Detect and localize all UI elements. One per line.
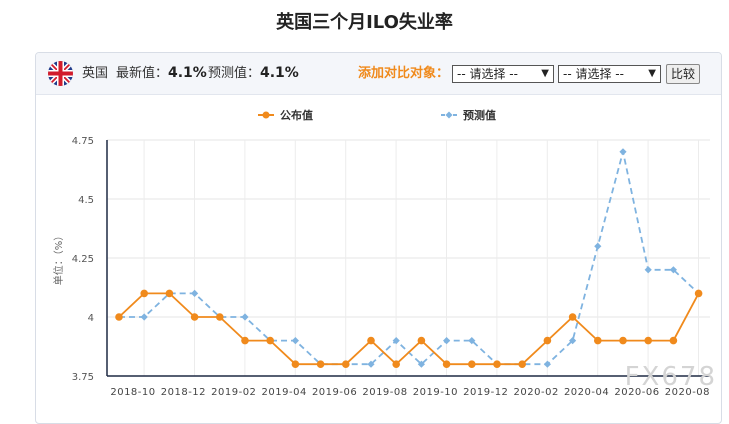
- forecast-point: [543, 360, 551, 368]
- latest-value: 4.1%: [168, 65, 207, 81]
- forecast-point: [392, 337, 400, 345]
- legend-label: 公布值: [280, 108, 313, 122]
- actual-point: [417, 336, 426, 345]
- forecast-point: [367, 360, 375, 368]
- forecast-value: 4.1%: [260, 65, 299, 81]
- compare-select-1[interactable]: -- 请选择 -- ▼: [452, 65, 554, 83]
- forecast-point: [291, 337, 299, 345]
- actual-point: [669, 336, 678, 345]
- x-tick-label: 2019-04: [262, 387, 307, 398]
- y-tick-label: 3.75: [72, 372, 94, 383]
- chart-panel: 英国 最新值： 4.1% 预测值： 4.1% 添加对比对象： -- 请选择 --…: [35, 52, 722, 424]
- actual-point: [316, 360, 325, 369]
- add-compare-label: 添加对比对象：: [358, 66, 450, 81]
- y-axis-label: 单位：（%）: [52, 231, 65, 286]
- x-tick-label: 2019-12: [463, 387, 508, 398]
- actual-point: [543, 336, 552, 345]
- actual-point: [468, 360, 476, 369]
- watermark: FX678: [625, 362, 717, 392]
- y-tick-label: 4.25: [72, 254, 94, 265]
- actual-point: [367, 336, 375, 345]
- legend: 公布值 预测值: [258, 108, 496, 122]
- y-tick-label: 4.75: [72, 136, 94, 147]
- actual-point: [342, 360, 350, 369]
- legend-marker: [262, 111, 270, 119]
- compare-select-1-value: -- 请选择 --: [457, 67, 518, 81]
- actual-point: [291, 360, 300, 369]
- actual-point: [241, 336, 249, 345]
- x-tick-label: 2019-08: [362, 387, 407, 398]
- compare-select-2-value: -- 请选择 --: [563, 67, 624, 81]
- uk-flag-icon: [48, 61, 73, 86]
- latest-label: 最新值：: [116, 66, 169, 81]
- actual-point: [619, 336, 627, 345]
- forecast-point: [619, 148, 627, 156]
- actual-point: [266, 336, 275, 345]
- actual-point: [190, 313, 199, 321]
- x-tick-label: 2019-02: [211, 387, 256, 398]
- forecast-point: [417, 360, 425, 368]
- actual-point: [594, 336, 602, 345]
- x-tick-label: 2020-04: [564, 387, 609, 398]
- x-tick-label: 2019-06: [312, 387, 357, 398]
- forecast-point: [140, 313, 148, 321]
- x-tick-label: 2018-10: [110, 387, 155, 398]
- x-tick-label: 2020-06: [614, 387, 659, 398]
- forecast-point: [443, 337, 451, 345]
- chevron-down-icon: ▼: [648, 68, 656, 79]
- legend-label: 预测值: [463, 108, 496, 122]
- compare-select-2[interactable]: -- 请选择 -- ▼: [558, 65, 661, 83]
- forecast-point: [594, 242, 602, 250]
- series-line-公布值: [118, 292, 700, 366]
- actual-point: [568, 313, 577, 321]
- actual-point: [165, 289, 174, 298]
- series-layer: [115, 148, 703, 369]
- legend-marker: [445, 111, 453, 119]
- chevron-down-icon: ▼: [541, 68, 549, 79]
- x-tick-label: 2020-02: [514, 387, 559, 398]
- country-label: 英国: [82, 66, 109, 81]
- forecast-point: [191, 289, 199, 297]
- actual-point: [694, 289, 703, 298]
- toolbar: 英国 最新值： 4.1% 预测值： 4.1% 添加对比对象： -- 请选择 --…: [36, 53, 721, 95]
- actual-point: [442, 360, 451, 369]
- y-tick-label: 4: [88, 313, 94, 324]
- forecast-point: [669, 266, 677, 274]
- axes: 3.75 4 4.25 4.5 4.75 2018-10 2018-12 2019-02 201…: [72, 136, 710, 398]
- actual-point: [216, 313, 224, 321]
- actual-point: [644, 336, 652, 345]
- forecast-point: [569, 337, 577, 345]
- y-tick-label: 4.5: [78, 195, 94, 206]
- actual-point: [140, 289, 148, 298]
- x-tick-label: 2018-12: [161, 387, 206, 398]
- actual-point: [115, 313, 123, 321]
- forecast-point: [644, 266, 652, 274]
- actual-point: [518, 360, 526, 369]
- forecast-label: 预测值：: [208, 66, 261, 81]
- page-title: 英国三个月ILO失业率: [276, 12, 453, 33]
- actual-point: [493, 360, 501, 369]
- x-tick-label: 2019-10: [413, 387, 458, 398]
- x-tick-label: 2020-08: [665, 387, 710, 398]
- forecast-point: [241, 313, 249, 321]
- compare-button[interactable]: 比较: [666, 64, 700, 84]
- forecast-point: [468, 337, 476, 345]
- actual-point: [392, 360, 401, 369]
